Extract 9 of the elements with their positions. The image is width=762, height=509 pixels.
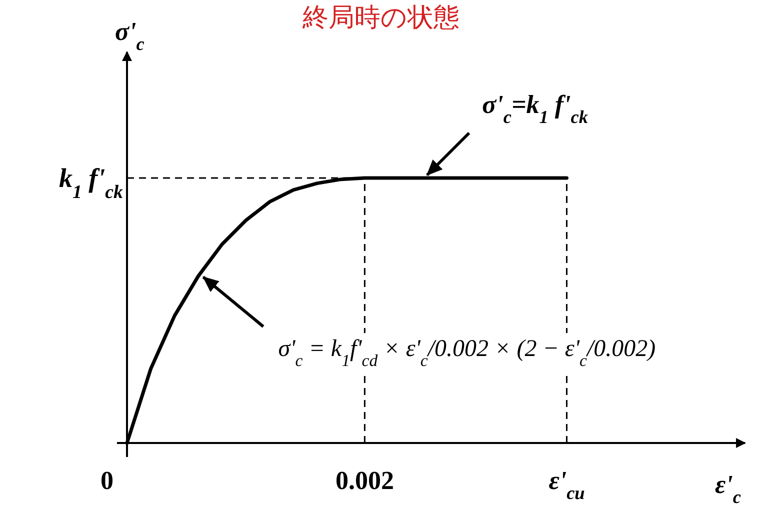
xtick: ε'$_{cu}$ [548,466,585,503]
xtick: 0.002 [335,466,394,495]
ylabel: σ'$_{c}$ [115,17,144,54]
annotation: σ'$_{c}$ = k$_{1}$f'$_{cd}$ × ε'$_{c}$/0.002 × (2 − ε'$_{c}$/0.002) [278,336,656,370]
xtick: 0 [100,466,114,495]
xlabel: ε'$_{c}$ [715,470,741,507]
annotation: σ'$_{c}$=k$_{1}$ f'$_{ck}$ [482,90,588,127]
ref-label: k$_{1}$ f'$_{ck}$ [58,163,123,202]
title: 終局時の状態 [302,3,460,32]
